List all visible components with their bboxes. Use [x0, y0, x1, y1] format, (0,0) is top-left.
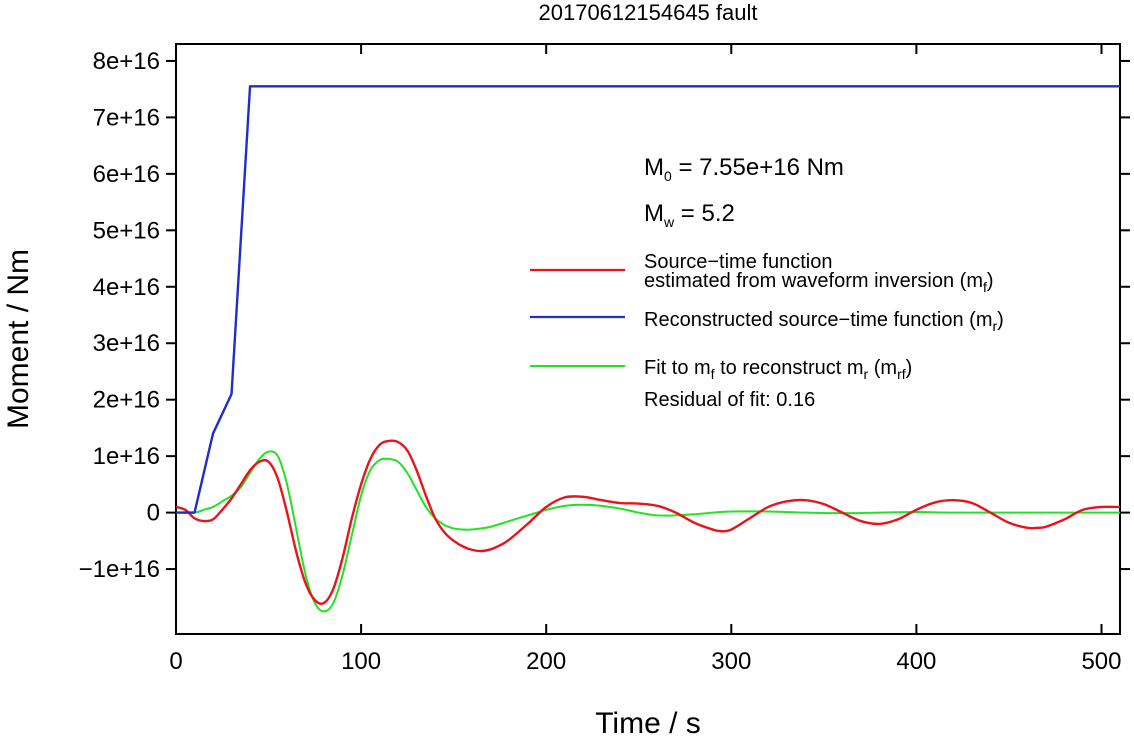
legend: Source−time function estimated from wave… — [530, 251, 1004, 411]
series-line-red — [175, 439, 1121, 605]
residual-annotation: Residual of fit: 0.16 — [644, 389, 815, 411]
legend-label-red-line2: estimated from waveform inversion (mf) — [644, 270, 994, 295]
y-tick-label: −1e+16 — [79, 556, 160, 583]
y-tick-label: 5e+16 — [93, 217, 160, 244]
m0-annotation: M0 = 7.55e+16 Nm — [644, 154, 844, 184]
legend-label-green: Fit to mf to reconstruct mr (mrf) — [644, 357, 912, 382]
x-axis-title: Time / s — [595, 707, 701, 736]
y-tick-label: 4e+16 — [93, 274, 160, 301]
y-axis-ticks: −1e+16 0 1e+16 2e+16 3e+16 4e+16 5e+16 6e+16 7e+… — [79, 48, 1130, 583]
series-lines — [175, 85, 1121, 613]
y-tick-label: 2e+16 — [93, 387, 160, 414]
x-tick-label: 100 — [341, 648, 381, 675]
x-tick-label: 300 — [711, 648, 751, 675]
y-tick-label: 8e+16 — [93, 48, 160, 75]
plot-frame — [175, 43, 1121, 635]
y-tick-label: 3e+16 — [93, 330, 160, 357]
y-tick-label: 0 — [147, 500, 160, 527]
series-line-blue — [176, 85, 1120, 514]
legend-label-blue: Reconstructed source−time function (mr) — [644, 309, 1004, 334]
chart-title: 20170612154645 fault — [539, 0, 758, 25]
x-axis-ticks: 0 100 200 300 400 500 — [169, 44, 1122, 675]
legend-label-red-line1: Source−time function — [644, 251, 832, 273]
mw-annotation: Mw = 5.2 — [644, 200, 735, 230]
y-tick-label: 7e+16 — [93, 104, 160, 131]
x-tick-label: 500 — [1081, 648, 1121, 675]
x-tick-label: 200 — [526, 648, 566, 675]
x-tick-label: 0 — [169, 648, 182, 675]
x-tick-label: 400 — [896, 648, 936, 675]
y-tick-label: 6e+16 — [93, 161, 160, 188]
series-line-green — [175, 450, 1120, 613]
y-axis-title: Moment / Nm — [2, 249, 35, 429]
y-tick-label: 1e+16 — [93, 443, 160, 470]
